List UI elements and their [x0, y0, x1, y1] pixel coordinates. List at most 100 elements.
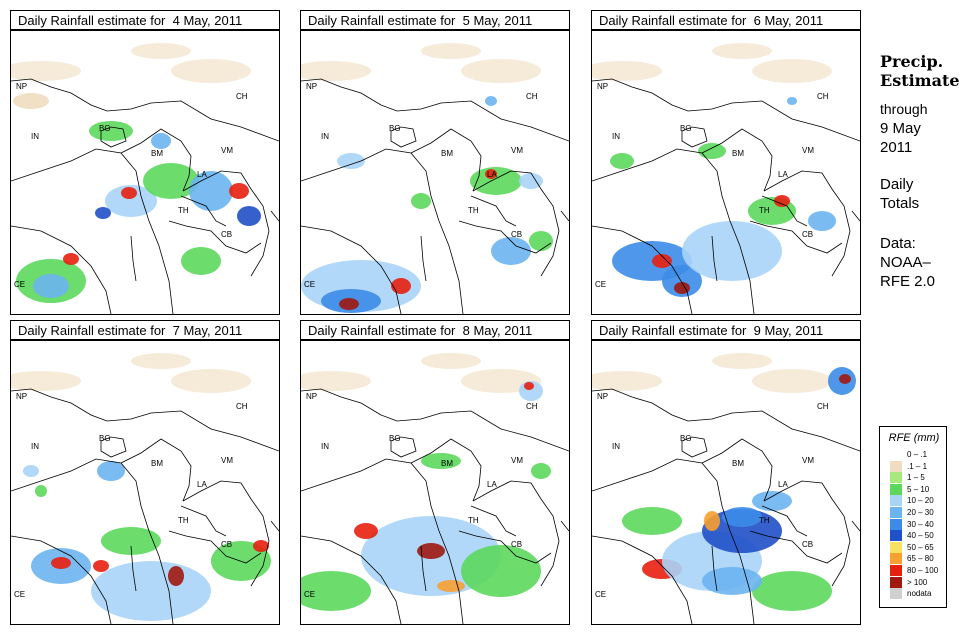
legend-label: 1 – 5 — [907, 473, 925, 483]
country-label: VM — [221, 456, 233, 465]
panel-title: Daily Rainfall estimate for 8 May, 2011 — [300, 320, 570, 340]
country-label: CH — [526, 402, 538, 411]
legend-item: .1 – 1 — [890, 460, 946, 472]
rain-patch — [839, 374, 851, 384]
map-canvas: NP CH IN BG BM VM LA TH CB CE — [11, 353, 279, 624]
rain-patch — [752, 571, 832, 611]
rain-patch — [93, 560, 109, 572]
country-label: IN — [612, 132, 620, 141]
rain-patch — [105, 185, 157, 217]
legend-label: 10 – 20 — [907, 496, 934, 506]
rain-patch — [610, 153, 634, 169]
data-source-line-2: NOAA– — [880, 254, 931, 271]
country-label: VM — [221, 146, 233, 155]
legend-item: 80 – 100 — [890, 565, 946, 576]
country-label: CB — [221, 230, 232, 239]
legend-label: 40 – 50 — [907, 531, 934, 541]
rain-patch — [485, 96, 497, 106]
legend-item: 65 – 80 — [890, 553, 946, 565]
rainfall-layer — [301, 43, 553, 313]
rain-patch — [491, 237, 531, 265]
legend-label: 20 – 30 — [907, 508, 934, 517]
rainfall-map: NP CH IN BG BM VM LA TH CB CE — [300, 340, 570, 625]
country-label: TH — [468, 206, 479, 215]
legend-swatch — [890, 530, 902, 542]
map-canvas: NP CH IN BG BM VM LA TH CB CE — [592, 43, 860, 314]
rain-patch — [774, 195, 790, 207]
legend-label: .1 – 1 — [907, 461, 928, 471]
rain-patch — [63, 253, 79, 265]
country-borders — [592, 388, 860, 624]
rain-patch — [529, 231, 553, 251]
rain-patch — [470, 167, 522, 195]
rain-patch — [652, 254, 672, 268]
country-label: NP — [306, 392, 317, 401]
legend-item: > 100 — [890, 576, 946, 588]
rain-patch — [337, 153, 365, 169]
rainfall-layer — [301, 353, 551, 611]
country-label: BG — [389, 434, 401, 443]
panel-title: Daily Rainfall estimate for 4 May, 2011 — [10, 10, 280, 30]
rain-patch — [808, 211, 836, 231]
country-label: NP — [306, 82, 317, 91]
legend-swatch — [890, 588, 902, 600]
country-label: IN — [321, 132, 329, 141]
legend-swatch — [890, 541, 902, 553]
country-label: VM — [511, 456, 523, 465]
legend-label: nodata — [907, 589, 932, 599]
rain-patch — [674, 282, 690, 294]
map-panel-9-may: Daily Rainfall estimate for 9 May, 2011 … — [591, 320, 861, 625]
country-label: VM — [802, 456, 814, 465]
country-label: CH — [526, 92, 538, 101]
rain-patch — [354, 523, 378, 539]
rain-patch — [391, 278, 411, 294]
country-label: CH — [236, 92, 248, 101]
country-label: CE — [14, 280, 25, 289]
country-label: IN — [31, 132, 39, 141]
country-label: CB — [511, 540, 522, 549]
country-label: IN — [612, 442, 620, 451]
country-label: NP — [597, 392, 608, 401]
legend-swatch — [890, 576, 902, 588]
rainfall-map: NP CH IN BG BM VM LA TH CB CE — [591, 340, 861, 625]
rain-patch — [519, 173, 543, 189]
rain-patch — [524, 382, 534, 390]
map-panel-5-may: Daily Rainfall estimate for 5 May, 2011 … — [300, 10, 570, 315]
legend-item: 40 – 50 — [890, 530, 946, 542]
legend-swatch — [890, 553, 902, 565]
country-label: BM — [441, 459, 453, 468]
legend-label: 65 – 80 — [907, 554, 934, 564]
rain-patch — [51, 557, 71, 569]
rain-patch — [253, 540, 269, 552]
legend-item: 0 – .1 — [890, 449, 946, 460]
country-label: BG — [680, 434, 692, 443]
country-label: CB — [221, 540, 232, 549]
country-label: TH — [759, 206, 770, 215]
legend-label: > 100 — [907, 577, 928, 587]
legend-label: 30 – 40 — [907, 519, 934, 529]
rain-patch — [722, 507, 762, 527]
rain-patch — [237, 206, 261, 226]
country-label: IN — [31, 442, 39, 451]
country-label: CH — [236, 402, 248, 411]
country-label: VM — [802, 146, 814, 155]
panel-title: Daily Rainfall estimate for 6 May, 2011 — [591, 10, 861, 30]
legend-swatch — [890, 507, 902, 518]
rain-patch — [91, 561, 211, 621]
country-label: LA — [487, 170, 497, 179]
rain-patch — [421, 453, 461, 469]
rain-patch — [702, 509, 782, 553]
rain-patch — [417, 543, 445, 559]
rain-patch — [411, 193, 431, 209]
country-label: BM — [732, 149, 744, 158]
rain-patch — [101, 527, 161, 555]
map-panel-4-may: Daily Rainfall estimate for 4 May, 2011 … — [10, 10, 280, 315]
country-label: BG — [389, 124, 401, 133]
country-label: CB — [802, 230, 813, 239]
legend-item: 5 – 10 — [890, 483, 946, 495]
country-label: BG — [99, 434, 111, 443]
daily-line-1: Daily — [880, 176, 914, 193]
country-label: TH — [468, 516, 479, 525]
country-label: BM — [441, 149, 453, 158]
rain-patch — [151, 133, 171, 149]
